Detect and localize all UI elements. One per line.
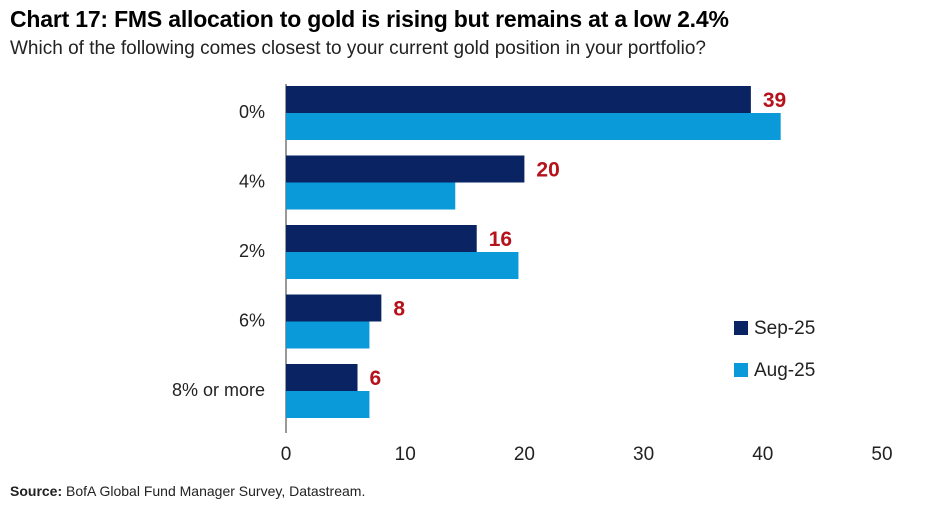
x-tick-label-5: 50 [871, 444, 892, 465]
bar-sep-25-3 [286, 294, 382, 322]
data-label-4: 6 [370, 367, 382, 390]
bar-aug-25-2 [286, 252, 519, 279]
legend-label-aug-25: Aug-25 [754, 360, 815, 381]
data-label-3: 8 [393, 298, 405, 321]
bar-sep-25-1 [286, 155, 525, 183]
category-label-3: 6% [239, 311, 265, 331]
legend-label-sep-25: Sep-25 [754, 318, 815, 339]
category-label-0: 0% [239, 102, 265, 122]
bar-aug-25-0 [286, 113, 781, 140]
category-label-1: 4% [239, 172, 265, 192]
chart-title: Chart 17: FMS allocation to gold is risi… [10, 6, 729, 32]
legend-swatch-aug-25 [734, 363, 748, 377]
bar-aug-25-4 [286, 391, 370, 418]
x-tick-label-2: 20 [514, 444, 535, 465]
x-tick-label-1: 10 [395, 444, 416, 465]
bar-sep-25-2 [286, 225, 477, 252]
x-tick-label-4: 40 [752, 444, 773, 465]
bar-sep-25-0 [286, 86, 751, 113]
data-label-1: 20 [536, 159, 559, 182]
bar-aug-25-3 [286, 321, 370, 349]
data-label-2: 16 [489, 228, 512, 251]
chart-subtitle: Which of the following comes closest to … [10, 38, 706, 59]
x-tick-label-0: 0 [281, 444, 292, 465]
data-label-0: 39 [763, 89, 786, 112]
bar-sep-25-4 [286, 364, 358, 391]
source-text: BofA Global Fund Manager Survey, Datastr… [62, 483, 366, 499]
category-label-2: 2% [239, 241, 265, 261]
source-label: Source: [10, 483, 63, 499]
source-note: Source: BofA Global Fund Manager Survey,… [10, 483, 365, 499]
x-tick-label-3: 30 [633, 444, 654, 465]
bar-aug-25-1 [286, 182, 456, 210]
legend-swatch-sep-25 [734, 321, 748, 335]
category-label-4: 8% or more [172, 380, 265, 400]
